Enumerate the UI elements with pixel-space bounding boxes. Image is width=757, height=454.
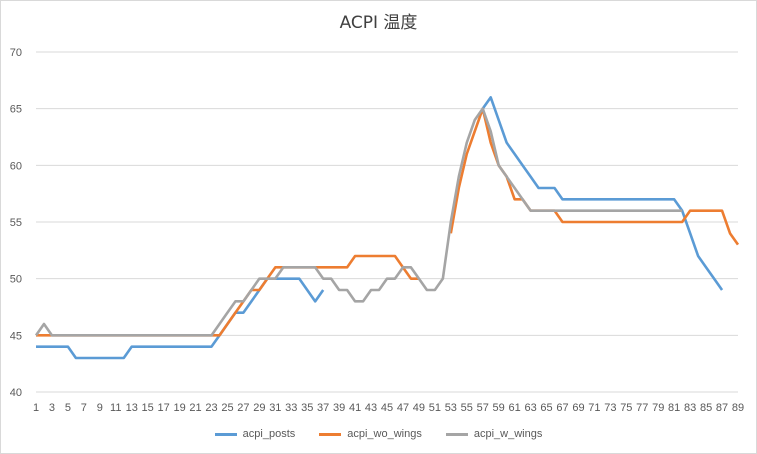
x-tick-label: 31 <box>269 402 281 414</box>
x-tick-label: 25 <box>221 402 233 414</box>
x-tick-label: 27 <box>237 402 249 414</box>
x-tick-label: 73 <box>604 402 616 414</box>
x-tick-label: 61 <box>509 402 521 414</box>
chart-title: ACPI 温度 <box>339 13 418 33</box>
y-tick-label: 60 <box>10 160 22 172</box>
legend-swatch <box>214 432 237 436</box>
x-tick-label: 51 <box>429 402 441 414</box>
x-tick-label: 39 <box>333 402 345 414</box>
x-tick-label: 55 <box>461 402 473 414</box>
x-tick-label: 23 <box>205 402 217 414</box>
x-tick-label: 81 <box>668 402 680 414</box>
series-lines <box>34 96 740 360</box>
legend-item-acpi_posts: acpi_posts <box>214 428 296 440</box>
x-tick-label: 65 <box>540 402 552 414</box>
x-tick-label: 5 <box>65 402 71 414</box>
x-tick-label: 49 <box>413 402 425 414</box>
series-line-acpi_posts <box>36 96 724 360</box>
legend-item-acpi_wo_wings: acpi_wo_wings <box>319 428 422 440</box>
x-tick-label: 37 <box>317 402 329 414</box>
y-tick-label: 70 <box>10 47 22 59</box>
x-tick-label: 17 <box>158 402 170 414</box>
x-tick-label: 77 <box>636 402 648 414</box>
x-tick-label: 59 <box>493 402 505 414</box>
x-tick-label: 47 <box>397 402 409 414</box>
x-tick-label: 71 <box>588 402 600 414</box>
y-tick-label: 65 <box>10 104 22 116</box>
legend: acpi_posts acpi_wo_wings acpi_w_wings <box>0 428 757 440</box>
legend-swatch <box>319 432 342 436</box>
x-tick-label: 11 <box>110 402 121 414</box>
x-tick-label: 83 <box>684 402 696 414</box>
x-tick-label: 89 <box>732 402 744 414</box>
legend-item-acpi_w_wings: acpi_w_wings <box>445 428 543 440</box>
x-tick-label: 35 <box>301 402 313 414</box>
x-tick-label: 45 <box>381 402 393 414</box>
x-tick-label: 79 <box>652 402 664 414</box>
y-tick-label: 45 <box>10 330 22 342</box>
y-tick-label: 55 <box>10 217 22 229</box>
y-tick-label: 50 <box>10 274 22 286</box>
x-tick-label: 63 <box>524 402 536 414</box>
x-axis-ticks: 1 3 5 7 9 11 13 15 17 19 21 23 25 27 29 31 33 35 37 39 41 43 4… <box>33 402 744 414</box>
x-tick-label: 87 <box>716 402 728 414</box>
x-tick-label: 85 <box>700 402 712 414</box>
legend-label: acpi_posts <box>242 428 296 440</box>
y-axis-ticks: 40 45 50 55 60 65 70 <box>10 47 22 399</box>
x-tick-label: 15 <box>142 402 154 414</box>
x-tick-label: 1 <box>33 402 39 414</box>
x-tick-label: 57 <box>477 402 489 414</box>
x-tick-label: 13 <box>126 402 138 414</box>
y-tick-label: 40 <box>10 387 22 399</box>
x-tick-label: 3 <box>49 402 55 414</box>
series-line-acpi_w_wings <box>34 107 683 337</box>
x-tick-label: 41 <box>349 402 361 414</box>
legend-label: acpi_w_wings <box>473 428 543 440</box>
x-tick-label: 53 <box>445 402 457 414</box>
legend-label: acpi_wo_wings <box>347 428 422 440</box>
x-tick-label: 29 <box>253 402 265 414</box>
x-tick-label: 69 <box>572 402 584 414</box>
x-tick-label: 33 <box>285 402 297 414</box>
legend-swatch <box>445 432 468 436</box>
x-tick-label: 67 <box>556 402 568 414</box>
x-tick-label: 9 <box>97 402 103 414</box>
x-tick-label: 21 <box>189 402 201 414</box>
x-tick-label: 75 <box>620 402 632 414</box>
x-tick-label: 7 <box>81 402 87 414</box>
x-tick-label: 43 <box>365 402 377 414</box>
x-tick-label: 19 <box>173 402 185 414</box>
